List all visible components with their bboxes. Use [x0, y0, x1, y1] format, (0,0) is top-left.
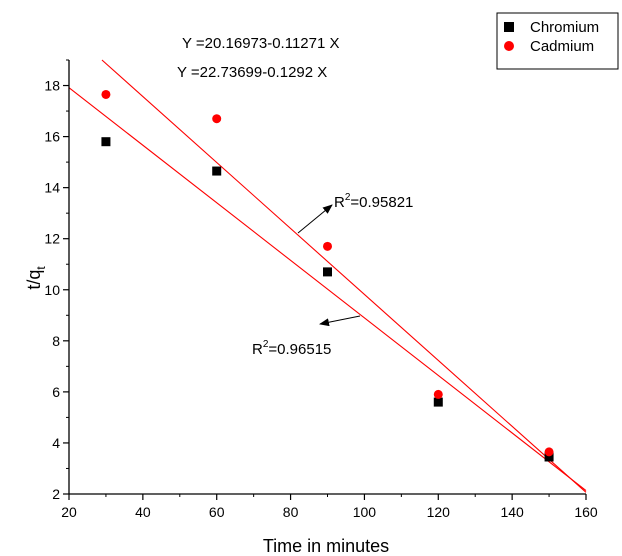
data-point-cadmium	[433, 389, 443, 399]
fit-lines	[68, 59, 587, 493]
x-tick-label: 120	[427, 504, 451, 520]
r2-bottom-arrow	[319, 315, 361, 327]
y-tick-label: 4	[52, 435, 60, 451]
x-tick-label: 20	[61, 504, 77, 520]
axes	[68, 60, 586, 495]
r2-top-arrow	[297, 204, 333, 234]
r2-bottom-label: R2=0.96515	[252, 339, 331, 358]
legend-box	[496, 12, 619, 70]
r2-bottom-value: =0.96515	[268, 341, 331, 358]
y-tick-label: 6	[52, 384, 60, 400]
x-tick-label: 40	[135, 504, 151, 520]
legend-marker-chromium	[504, 22, 514, 32]
y-ticks: 2 4 6 8 10 12 14 16 18	[44, 59, 69, 502]
x-ticks: 20 40 60 80 100 120 140 160	[61, 494, 598, 520]
y-tick-label: 14	[44, 180, 60, 196]
data-point-cadmium	[323, 241, 332, 251]
data-point-chromium	[101, 137, 111, 147]
y-axis-title-subscript: t	[34, 266, 48, 270]
data-point-chromium	[323, 267, 332, 277]
x-tick-label: 100	[353, 504, 377, 520]
y-tick-label: 18	[44, 78, 60, 94]
r2-top-value: =0.95821	[350, 194, 413, 211]
data-point-cadmium	[544, 447, 554, 457]
fit-equation-2: Y =22.73699-0.1292 X	[177, 64, 327, 81]
x-axis-title: Time in minutes	[263, 536, 389, 556]
y-tick-label: 16	[44, 129, 60, 145]
fit-line	[68, 87, 587, 491]
y-tick-label: 10	[44, 282, 60, 298]
legend-label-chromium: Chromium	[530, 19, 599, 36]
fit-equation-1: Y =20.16973-0.11271 X	[182, 35, 340, 52]
y-axis-title-main: t/q	[24, 270, 44, 290]
x-tick-label: 60	[209, 504, 225, 520]
r2-bottom-superscript: 2	[263, 339, 269, 350]
r2-top-superscript: 2	[345, 192, 351, 203]
data-points	[101, 89, 554, 462]
legend-label-cadmium: Cadmium	[530, 38, 594, 55]
data-point-chromium	[544, 452, 554, 462]
r2-bottom-prefix: R	[252, 341, 263, 358]
y-tick-label: 12	[44, 231, 60, 247]
r2-top-prefix: R	[334, 194, 345, 211]
data-point-cadmium	[212, 114, 222, 124]
x-tick-label: 140	[500, 504, 524, 520]
x-tick-label: 160	[574, 504, 598, 520]
legend-marker-cadmium	[504, 41, 514, 51]
data-point-chromium	[433, 397, 443, 407]
fit-line	[101, 59, 587, 493]
y-axis-title: t/qt	[24, 266, 48, 290]
x-tick-label: 80	[283, 504, 299, 520]
legend: Chromium Cadmium	[496, 12, 619, 70]
data-point-cadmium	[101, 89, 111, 99]
data-point-chromium	[212, 166, 222, 176]
y-tick-label: 2	[52, 486, 60, 502]
r2-top-label: R2=0.95821	[334, 192, 413, 211]
y-tick-label: 8	[52, 333, 60, 349]
